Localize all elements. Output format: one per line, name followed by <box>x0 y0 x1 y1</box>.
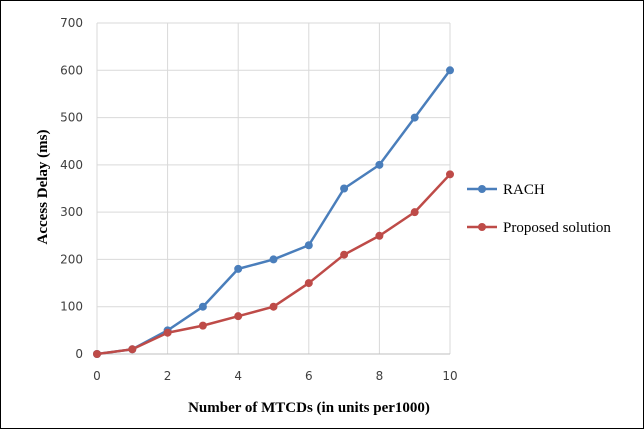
x-tick-label: 10 <box>442 369 457 383</box>
series-line-1 <box>96 173 451 356</box>
x-tick-label: 6 <box>305 369 313 383</box>
x-axis-ticks: 0 2 4 6 8 10 <box>93 369 457 383</box>
legend-marker <box>478 185 486 193</box>
legend-marker <box>478 223 486 231</box>
x-tick-label: 4 <box>234 369 242 383</box>
y-tick-label: 300 <box>60 205 83 219</box>
x-tick-label: 0 <box>93 369 101 383</box>
x-tick-label: 8 <box>376 369 384 383</box>
y-tick-label: 100 <box>60 300 83 314</box>
data-point <box>446 170 454 179</box>
y-tick-label: 500 <box>60 111 83 125</box>
data-point <box>234 312 243 321</box>
data-point <box>304 279 313 288</box>
y-tick-label: 200 <box>60 252 83 266</box>
data-point <box>375 160 384 169</box>
data-point <box>198 321 207 330</box>
y-tick-label: 400 <box>60 158 83 172</box>
y-axis-ticks: 0 100 200 300 400 500 600 700 <box>60 16 83 361</box>
gridlines <box>96 22 451 355</box>
y-tick-label: 600 <box>60 63 83 77</box>
y-tick-label: 0 <box>75 347 83 361</box>
legend-label: Proposed solution <box>503 220 611 236</box>
data-point <box>410 113 419 122</box>
data-point <box>304 241 313 250</box>
x-tick-label: 2 <box>164 369 172 383</box>
y-axis-title: Access Delay (ms) <box>35 130 51 245</box>
data-point <box>128 345 137 354</box>
data-point <box>163 328 172 337</box>
data-point <box>93 350 101 358</box>
y-tick-label: 700 <box>60 16 83 30</box>
data-point <box>340 250 349 259</box>
data-point <box>410 208 419 217</box>
legend-label: RACH <box>503 182 545 198</box>
data-point <box>446 66 454 75</box>
data-point <box>340 184 349 193</box>
data-series <box>93 66 454 358</box>
data-point <box>234 264 243 273</box>
data-point <box>198 302 207 311</box>
legend: RACH Proposed solution <box>467 182 611 236</box>
x-axis-title: Number of MTCDs (in units per1000) <box>188 400 430 416</box>
data-point <box>375 231 384 240</box>
data-point <box>269 255 278 264</box>
data-point <box>269 302 278 311</box>
